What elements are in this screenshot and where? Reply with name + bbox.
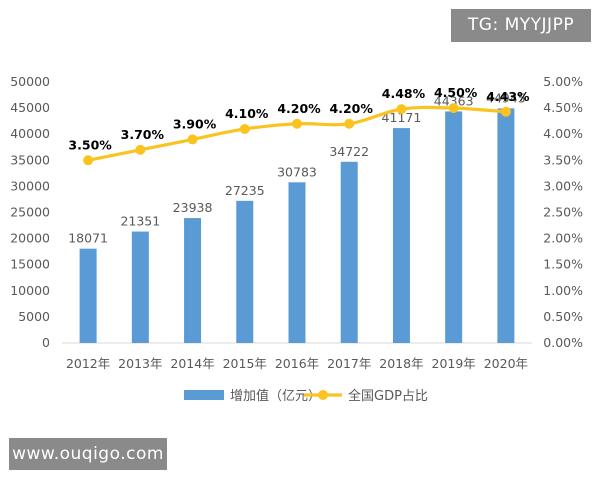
right-axis-tick-label: 0.00%: [543, 335, 583, 350]
legend-swatch-bar: [184, 390, 224, 400]
x-axis-tick-label: 2018年: [379, 356, 423, 371]
x-axis-tick-label: 2019年: [432, 356, 476, 371]
bar-data-label: 27235: [225, 183, 265, 198]
line-marker: [396, 104, 407, 115]
line-data-label: 3.90%: [173, 116, 217, 131]
left-axis-tick-label: 20000: [10, 231, 50, 246]
right-axis-tick-label: 1.00%: [543, 283, 583, 298]
right-axis-tick-label: 4.50%: [543, 100, 583, 115]
bar-data-label: 34722: [329, 144, 369, 159]
x-axis-tick-label: 2017年: [327, 356, 371, 371]
watermark-bottom: www.ouqigo.com: [9, 438, 167, 470]
left-axis-tick-label: 15000: [10, 257, 50, 272]
line-marker: [83, 155, 94, 166]
x-axis-tick-label: 2020年: [484, 356, 528, 371]
right-axis-tick-label: 2.50%: [543, 205, 583, 220]
legend-label-line: 全国GDP占比: [348, 388, 428, 404]
bar-data-label: 23938: [173, 200, 213, 215]
line-data-label: 4.20%: [277, 101, 321, 116]
bar: [236, 200, 254, 343]
right-axis-tick-label: 3.50%: [543, 152, 583, 167]
line-marker: [500, 106, 511, 117]
bar-data-label: 30783: [277, 164, 317, 179]
bar: [445, 111, 463, 343]
bar: [340, 161, 358, 343]
watermark-top: TG: MYYJJPP: [451, 9, 591, 42]
bar-data-label: 44945: [486, 90, 526, 105]
bar-data-label: 21351: [120, 214, 160, 229]
right-axis-tick-label: 2.00%: [543, 231, 583, 246]
line-data-label: 4.43%: [486, 89, 530, 104]
line-data-label: 4.48%: [382, 86, 426, 101]
bar: [184, 218, 202, 343]
left-axis-tick-label: 45000: [10, 100, 50, 115]
bar-data-label: 44363: [434, 93, 474, 108]
right-axis-tick-label: 1.50%: [543, 257, 583, 272]
line-marker: [135, 144, 146, 155]
left-axis-tick-label: 30000: [10, 178, 50, 193]
line-data-label: 4.10%: [225, 106, 269, 121]
line-data-label: 3.50%: [68, 137, 112, 152]
line-marker: [239, 123, 250, 134]
bar: [497, 108, 515, 343]
line-data-label: 4.20%: [330, 101, 374, 116]
line-data-label: 4.50%: [434, 85, 478, 100]
line-data-label: 3.70%: [121, 127, 165, 142]
left-axis-tick-label: 50000: [10, 74, 50, 89]
bar: [79, 248, 97, 343]
line-marker: [344, 118, 355, 129]
right-axis-tick-label: 0.50%: [543, 309, 583, 324]
bar-data-label: 41171: [382, 110, 422, 125]
right-axis-tick-label: 5.00%: [543, 74, 583, 89]
right-axis-tick-label: 3.00%: [543, 178, 583, 193]
x-axis-tick-label: 2014年: [170, 356, 214, 371]
line-marker: [448, 103, 459, 114]
left-axis-tick-label: 35000: [10, 152, 50, 167]
left-axis-tick-label: 0: [42, 335, 50, 350]
left-axis-tick-label: 5000: [18, 309, 50, 324]
left-axis-tick-label: 25000: [10, 205, 50, 220]
x-axis-tick-label: 2016年: [275, 356, 319, 371]
legend-marker-line: [318, 390, 328, 400]
bar: [392, 128, 410, 343]
x-axis-tick-label: 2012年: [66, 356, 110, 371]
line-marker: [292, 118, 302, 129]
bar: [288, 182, 306, 343]
bar-data-label: 18071: [68, 231, 108, 246]
x-axis-tick-label: 2013年: [118, 356, 162, 371]
legend-label-bar: 增加值（亿元）: [230, 388, 321, 404]
right-axis-tick-label: 4.00%: [543, 126, 583, 141]
x-axis-tick-label: 2015年: [223, 356, 267, 371]
line-marker: [187, 134, 198, 145]
left-axis-tick-label: 40000: [10, 126, 50, 141]
left-axis-tick-label: 10000: [10, 283, 50, 298]
bar: [131, 231, 149, 343]
